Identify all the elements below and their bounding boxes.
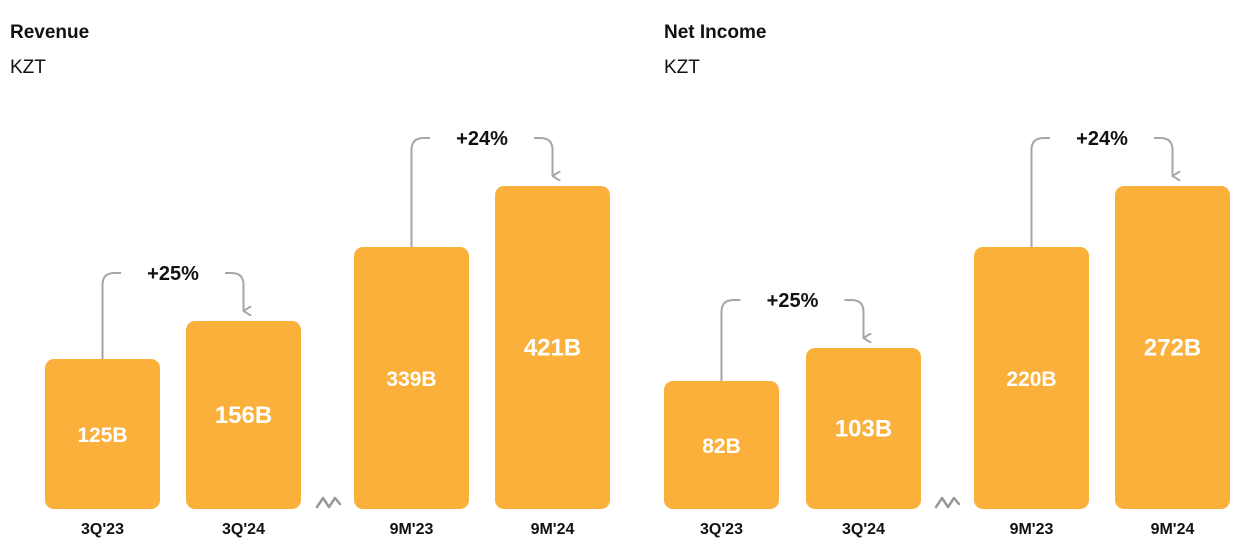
- x-tick-label: 3Q'24: [222, 521, 265, 538]
- chart-unit: KZT: [10, 57, 46, 78]
- revenue-panel: Revenue KZT 125B 3Q'23 156B 3Q'24 339B 9M'23 4…: [10, 0, 620, 559]
- bar-value-label: 156B: [215, 402, 272, 429]
- x-tick-label: 3Q'24: [842, 521, 885, 538]
- x-tick-label: 3Q'23: [81, 521, 124, 538]
- revenue-chart: 125B 3Q'23 156B 3Q'24 339B 9M'23 421B 9M'24 +25%…: [45, 128, 610, 538]
- x-tick-label: 3Q'23: [700, 521, 743, 538]
- comparison-arrow-icon: [844, 299, 864, 338]
- comparison-connector: [720, 299, 741, 381]
- growth-label: +24%: [456, 128, 508, 150]
- bar-2: [354, 247, 469, 509]
- bar-1: [186, 321, 301, 509]
- x-tick-label: 9M'23: [1010, 521, 1054, 538]
- comparison-arrow-icon: [534, 137, 553, 176]
- comparison-connector: [101, 272, 121, 359]
- axis-break-icon: [315, 496, 342, 509]
- chart-unit: KZT: [664, 57, 700, 78]
- bar-2: [974, 247, 1089, 509]
- comparison-connector: [410, 137, 430, 247]
- bar-3: [495, 186, 610, 509]
- net-income-panel: Net Income KZT 82B 3Q'23 103B 3Q'24 220B 9M'2…: [664, 0, 1244, 559]
- comparison-connector: [1030, 137, 1050, 247]
- x-tick-label: 9M'23: [390, 521, 434, 538]
- chart-title: Revenue: [10, 22, 90, 43]
- bar-1: [806, 348, 921, 509]
- bar-value-label: 125B: [77, 424, 127, 447]
- x-tick-label: 9M'24: [1151, 521, 1195, 538]
- x-tick-label: 9M'24: [531, 521, 575, 538]
- net-income-chart: 82B 3Q'23 103B 3Q'24 220B 9M'23 272B 9M'24 +25% +…: [664, 128, 1230, 538]
- comparison-arrow-icon: [225, 272, 244, 311]
- growth-label: +25%: [147, 263, 199, 285]
- axis-break-icon: [934, 496, 961, 509]
- bar-3: [1115, 186, 1230, 509]
- growth-label: +24%: [1076, 128, 1128, 150]
- chart-title: Net Income: [664, 22, 767, 43]
- bar-0: [45, 359, 160, 509]
- comparison-arrow-icon: [1154, 137, 1173, 176]
- bar-value-label: 103B: [835, 416, 892, 443]
- bar-value-label: 82B: [702, 435, 741, 458]
- growth-label: +25%: [767, 290, 819, 312]
- bar-value-label: 272B: [1144, 335, 1201, 362]
- bar-0: [664, 381, 779, 509]
- bar-value-label: 220B: [1006, 368, 1056, 391]
- bar-value-label: 339B: [386, 368, 436, 391]
- bar-value-label: 421B: [524, 335, 581, 362]
